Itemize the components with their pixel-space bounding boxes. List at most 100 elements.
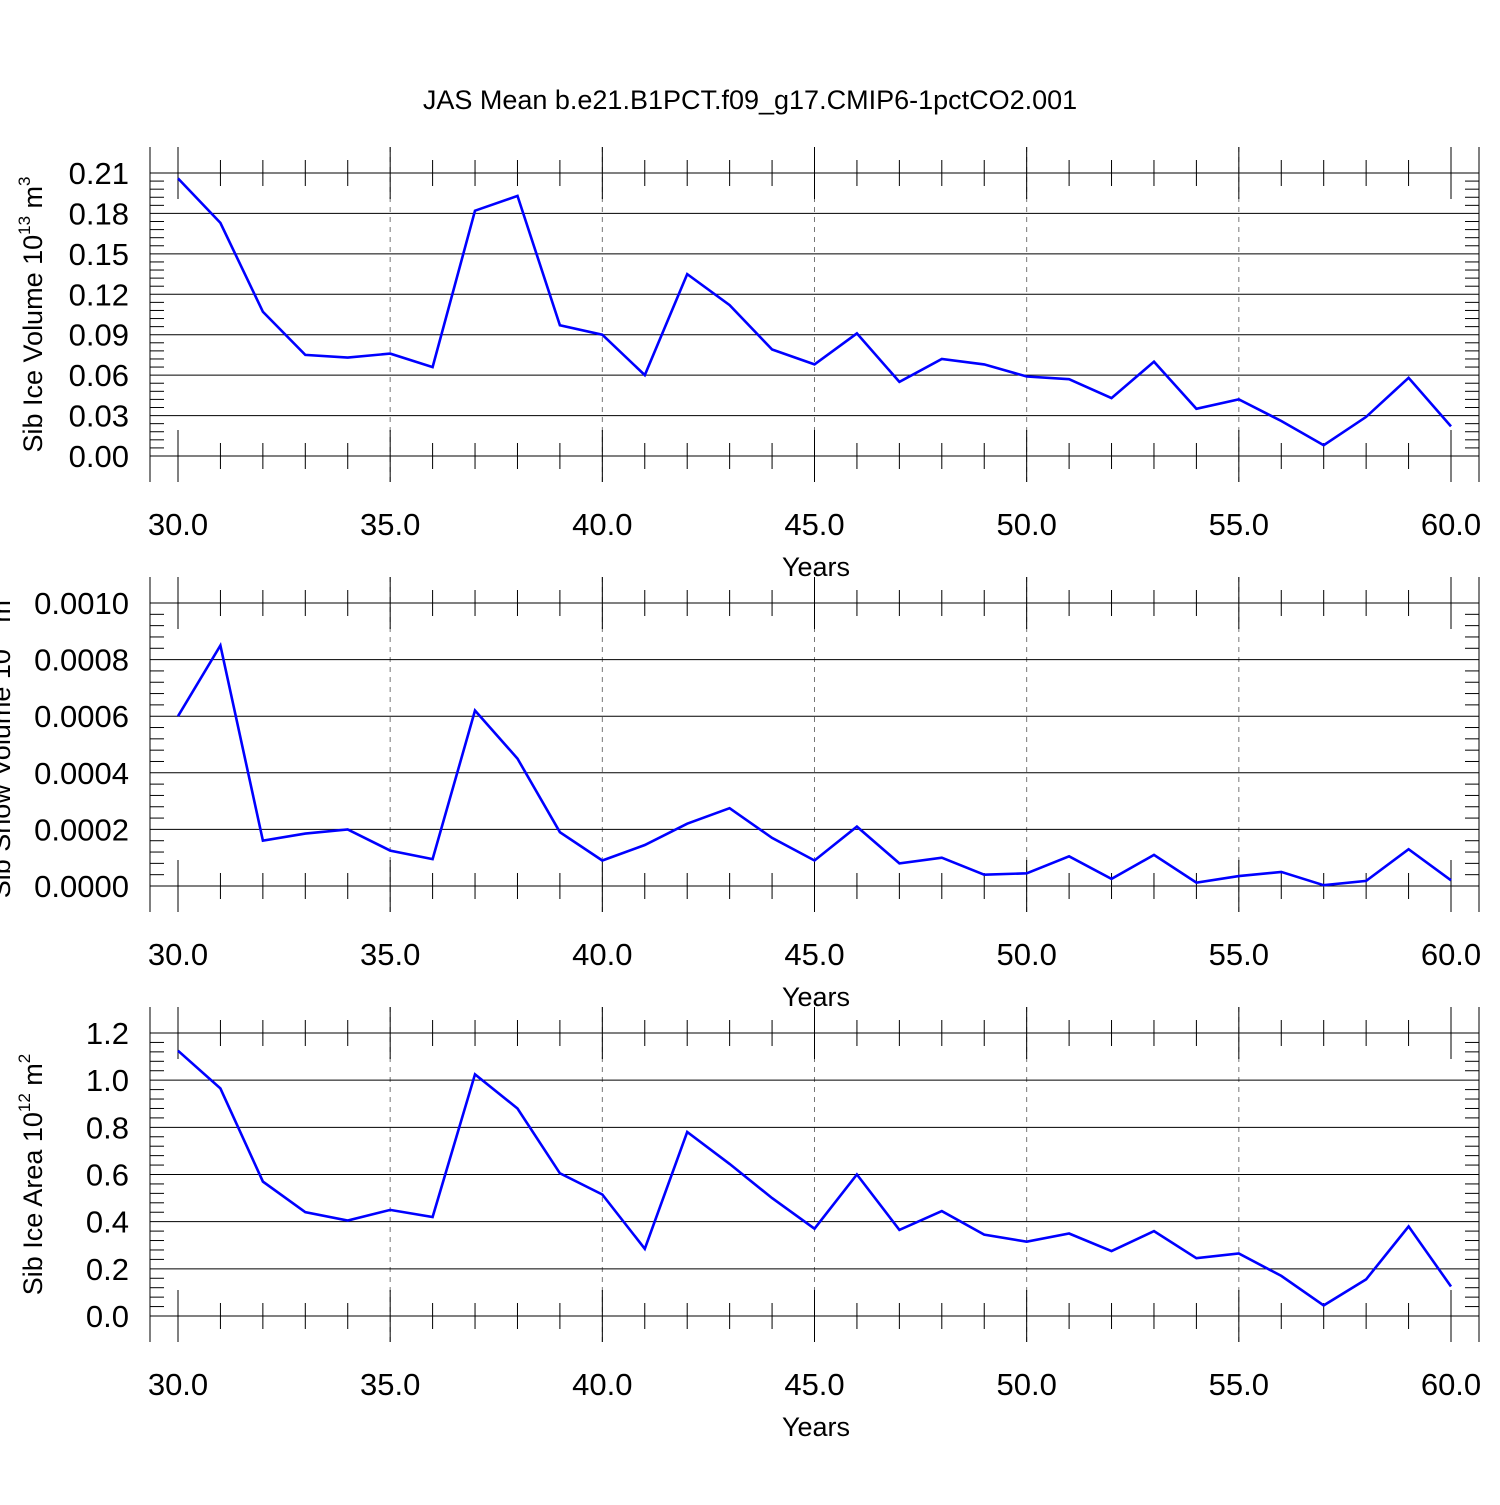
- data-point: [303, 1210, 307, 1214]
- y-tick-label: 0.2: [86, 1252, 129, 1287]
- data-point: [1152, 1229, 1156, 1233]
- panel-3: 0.0 0.2 0.4 0.6 0.8 1.0 1.2 30.0 35.0 40.0 45.0 50.…: [15, 1007, 1481, 1442]
- data-point: [176, 1049, 180, 1053]
- x-tick-label: 40.0: [572, 507, 632, 542]
- x-tick-label: 45.0: [784, 1367, 844, 1402]
- y-tick-label: 0.0010: [34, 586, 129, 621]
- x-tick-label: 60.0: [1421, 507, 1481, 542]
- x-tick-label: 45.0: [784, 507, 844, 542]
- data-point: [473, 1072, 477, 1076]
- y-tick-label: 0.0006: [34, 699, 129, 734]
- data-point: [176, 714, 180, 718]
- data-point: [1407, 376, 1411, 380]
- data-point: [855, 825, 859, 829]
- x-tick-label: 55.0: [1209, 1367, 1269, 1402]
- data-point: [218, 643, 222, 647]
- series-line: [177, 1049, 1453, 1307]
- data-point: [261, 1180, 265, 1184]
- data-point: [515, 194, 519, 198]
- data-point: [728, 1162, 732, 1166]
- data-point: [897, 861, 901, 865]
- data-point: [1194, 1256, 1198, 1260]
- data-point: [770, 836, 774, 840]
- data-point: [685, 272, 689, 276]
- data-point: [176, 176, 180, 180]
- data-point: [1449, 878, 1453, 882]
- y-tick-label: 0.4: [86, 1205, 129, 1240]
- panel-1: 0.00 0.03 0.06 0.09 0.12 0.15 0.18 0.21 30.0 35.0…: [15, 147, 1481, 582]
- x-tick-label: 30.0: [148, 507, 208, 542]
- x-tick-label: 35.0: [360, 1367, 420, 1402]
- data-point: [261, 310, 265, 314]
- data-point: [940, 856, 944, 860]
- panels: 0.00 0.03 0.06 0.09 0.12 0.15 0.18 0.21 30.0 35.0…: [0, 147, 1481, 1442]
- data-point: [813, 362, 817, 366]
- data-point: [1110, 1249, 1114, 1253]
- data-point: [940, 357, 944, 361]
- data-point: [1407, 1224, 1411, 1228]
- data-point: [1279, 419, 1283, 423]
- y-tick-label: 0.8: [86, 1110, 129, 1145]
- x-axis-label: Years: [782, 552, 850, 582]
- data-point: [1194, 407, 1198, 411]
- y-tick-label: 1.0: [86, 1063, 129, 1098]
- data-point: [1322, 883, 1326, 887]
- data-point: [855, 331, 859, 335]
- data-point: [1279, 870, 1283, 874]
- data-point: [1237, 1252, 1241, 1256]
- x-tick-label: 30.0: [148, 1367, 208, 1402]
- y-tick-label: 0.15: [69, 237, 129, 272]
- data-point: [600, 1193, 604, 1197]
- data-point: [643, 373, 647, 377]
- x-tick-label: 40.0: [572, 1367, 632, 1402]
- data-point: [897, 380, 901, 384]
- y-tick-label: 1.2: [86, 1016, 129, 1051]
- data-point: [346, 827, 350, 831]
- data-point: [643, 1247, 647, 1251]
- data-point: [388, 1208, 392, 1212]
- data-point: [600, 859, 604, 863]
- x-tick-label: 35.0: [360, 937, 420, 972]
- data-point: [1279, 1274, 1283, 1278]
- data-point: [1067, 377, 1071, 381]
- data-point: [1449, 424, 1453, 428]
- data-point: [431, 365, 435, 369]
- data-point: [813, 1227, 817, 1231]
- y-tick-label: 0.0: [86, 1299, 129, 1334]
- data-point: [855, 1173, 859, 1177]
- data-point: [940, 1209, 944, 1213]
- data-point: [1364, 879, 1368, 883]
- data-point: [473, 209, 477, 213]
- x-tick-label: 50.0: [996, 1367, 1056, 1402]
- data-point: [558, 1171, 562, 1175]
- data-point: [1322, 443, 1326, 447]
- data-point: [431, 857, 435, 861]
- data-point: [1152, 360, 1156, 364]
- data-point: [1152, 853, 1156, 857]
- data-point: [1407, 847, 1411, 851]
- data-point: [1237, 397, 1241, 401]
- chart-title: JAS Mean b.e21.B1PCT.f09_g17.CMIP6-1pctC…: [423, 85, 1077, 115]
- y-tick-label: 0.09: [69, 318, 129, 353]
- data-point: [685, 1130, 689, 1134]
- y-axis-label: Sib Ice Volume 1013 m3: [15, 176, 48, 452]
- x-tick-label: 50.0: [996, 937, 1056, 972]
- data-point: [982, 873, 986, 877]
- data-point: [558, 323, 562, 327]
- x-axis-label: Years: [782, 1412, 850, 1442]
- data-point: [515, 757, 519, 761]
- data-point: [431, 1215, 435, 1219]
- data-point: [1067, 1231, 1071, 1235]
- data-point: [982, 362, 986, 366]
- data-point: [1449, 1285, 1453, 1289]
- x-tick-label: 60.0: [1421, 1367, 1481, 1402]
- data-point: [1322, 1303, 1326, 1307]
- y-tick-label: 0.03: [69, 399, 129, 434]
- x-tick-label: 30.0: [148, 937, 208, 972]
- data-point: [643, 843, 647, 847]
- data-point: [1025, 374, 1029, 378]
- data-point: [303, 353, 307, 357]
- y-tick-label: 0.12: [69, 277, 129, 312]
- y-tick-label: 0.0008: [34, 643, 129, 678]
